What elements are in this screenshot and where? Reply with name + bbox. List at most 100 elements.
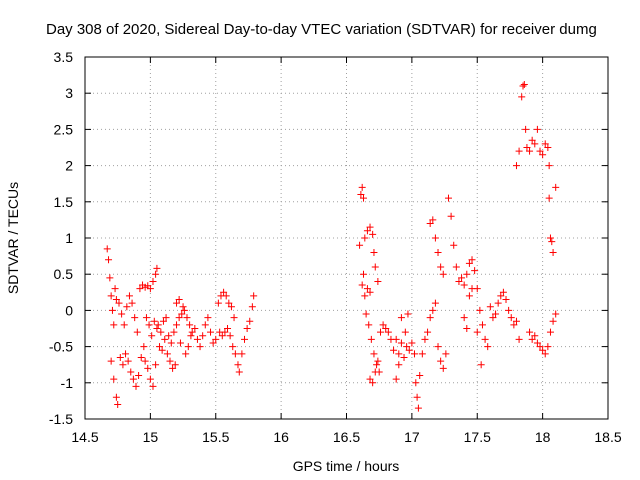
data-point xyxy=(397,314,405,322)
data-series xyxy=(103,81,560,412)
data-point xyxy=(416,372,424,380)
data-point xyxy=(179,303,187,311)
data-point xyxy=(531,332,539,340)
data-point xyxy=(248,303,256,311)
y-tick-label: 0 xyxy=(65,302,73,318)
data-point xyxy=(478,321,486,329)
data-point xyxy=(188,328,196,336)
data-point xyxy=(362,310,370,318)
data-point xyxy=(526,147,534,155)
data-point xyxy=(518,93,526,101)
data-point xyxy=(552,310,560,318)
data-point xyxy=(447,212,455,220)
data-point xyxy=(128,299,136,307)
data-point xyxy=(384,328,392,336)
y-tick-label: 1.5 xyxy=(54,194,74,210)
data-point xyxy=(178,310,186,318)
data-point xyxy=(492,310,500,318)
data-point xyxy=(539,151,547,159)
y-tick-label: 2 xyxy=(65,158,73,174)
data-point xyxy=(468,285,476,293)
data-point xyxy=(173,321,181,329)
data-point xyxy=(424,328,432,336)
data-point xyxy=(199,332,207,340)
data-point xyxy=(515,147,523,155)
x-tick-label: 18 xyxy=(535,429,551,445)
data-point xyxy=(212,335,220,343)
data-point xyxy=(460,281,468,289)
data-point xyxy=(434,248,442,256)
data-point xyxy=(196,343,204,351)
data-point xyxy=(224,325,232,332)
data-point xyxy=(107,292,115,300)
data-point xyxy=(374,357,382,365)
data-point xyxy=(395,361,403,369)
data-point xyxy=(544,343,552,351)
data-point xyxy=(545,162,553,170)
data-point xyxy=(369,379,377,387)
data-point xyxy=(176,339,184,347)
y-axis-label: SDTVAR / TECUs xyxy=(5,182,21,294)
data-point xyxy=(162,314,170,322)
data-point xyxy=(429,306,437,314)
data-point xyxy=(442,350,450,358)
data-point xyxy=(141,357,149,365)
data-point xyxy=(463,270,471,278)
data-point xyxy=(146,375,154,383)
data-point xyxy=(515,335,523,343)
data-point xyxy=(546,234,554,242)
data-point xyxy=(434,343,442,351)
data-point xyxy=(374,277,382,285)
data-point xyxy=(175,314,183,322)
data-point xyxy=(112,296,120,304)
data-point xyxy=(477,361,485,369)
data-point xyxy=(548,238,556,246)
data-point xyxy=(390,346,398,354)
data-point xyxy=(412,379,420,387)
data-point xyxy=(229,343,237,351)
data-point xyxy=(170,328,178,336)
data-point xyxy=(403,343,411,351)
data-point xyxy=(133,328,141,336)
data-point xyxy=(512,317,520,325)
data-point xyxy=(167,339,175,347)
data-point xyxy=(463,325,471,332)
data-point xyxy=(136,285,144,293)
data-point xyxy=(522,125,530,133)
data-point xyxy=(169,364,177,372)
data-point xyxy=(546,328,554,336)
data-point xyxy=(180,306,188,314)
data-point xyxy=(171,361,179,369)
data-point xyxy=(397,339,405,347)
data-point xyxy=(361,234,369,242)
data-point xyxy=(122,350,130,358)
data-point xyxy=(536,343,544,351)
data-point xyxy=(150,317,158,325)
data-point xyxy=(110,321,118,329)
x-tick-label: 15.5 xyxy=(202,429,229,445)
data-point xyxy=(125,292,133,300)
data-point xyxy=(158,346,166,354)
data-point xyxy=(367,335,375,343)
data-point xyxy=(153,264,161,272)
data-point xyxy=(450,241,458,249)
data-point xyxy=(510,321,518,329)
data-point xyxy=(549,317,557,325)
data-point xyxy=(476,306,484,314)
data-point xyxy=(148,332,156,340)
data-point xyxy=(246,317,254,325)
data-point xyxy=(154,321,162,329)
y-tick-label: 3.5 xyxy=(54,49,74,65)
y-tick-label: 3 xyxy=(65,85,73,101)
data-point xyxy=(379,321,387,329)
y-tick-label: -1 xyxy=(61,375,74,391)
grid xyxy=(85,57,608,419)
x-tick-label: 17.5 xyxy=(464,429,491,445)
x-tick-label: 15 xyxy=(143,429,159,445)
data-point xyxy=(250,292,258,300)
data-point xyxy=(165,332,173,340)
data-point xyxy=(225,299,233,307)
data-point xyxy=(408,339,416,347)
